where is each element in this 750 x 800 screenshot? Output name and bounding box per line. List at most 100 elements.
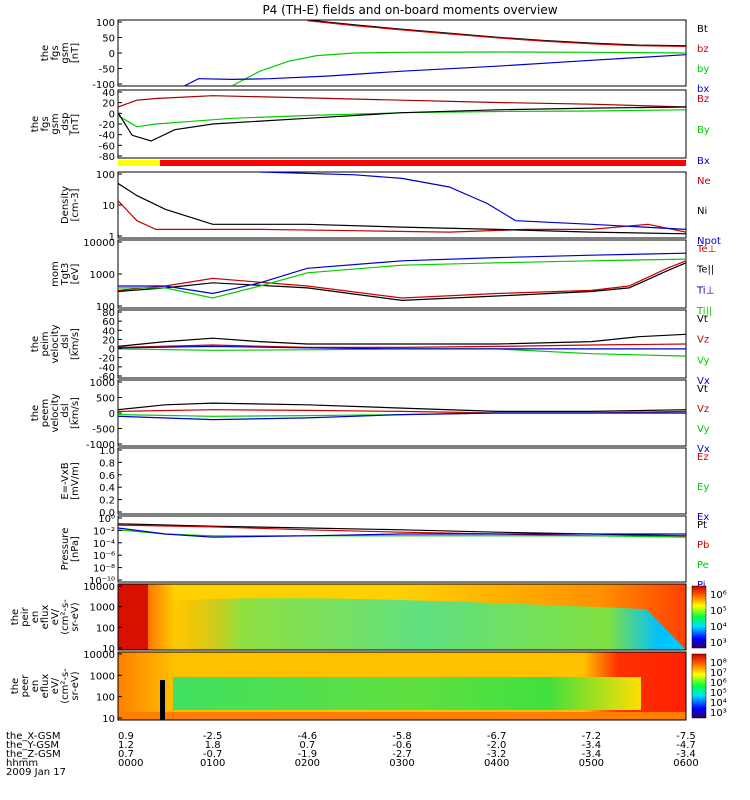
footer-value: 0.9: [118, 731, 134, 742]
colorbar-tick-label: 10³: [710, 708, 727, 719]
y-axis-label-line: [km/s]: [70, 328, 81, 360]
footer-row-label: the_Y-GSM: [6, 740, 59, 751]
y-axis-label: thepeerenefluxeV/(cm²-s-sr-eV): [10, 668, 81, 704]
series-line-Vx: [118, 345, 686, 350]
spectrogram-9: [118, 584, 686, 650]
series-line-Te||: [118, 262, 686, 302]
y-tick-label: 1000: [90, 270, 115, 281]
footer-value: -4.7: [676, 740, 696, 751]
y-axis-label-line: the: [30, 116, 41, 132]
y-axis-label-line: (cm²-s-: [60, 668, 71, 704]
y-axis-label-line: eflux: [40, 674, 51, 699]
footer-value: 0000: [118, 758, 143, 769]
series-line-Vt: [118, 402, 686, 412]
footer-value: -1.9: [298, 749, 318, 760]
y-tick-label: -100: [92, 80, 115, 91]
legend-Ez: Ez: [697, 452, 709, 463]
panel-4: Te⊥ Te|| Ti⊥ Ti|| 10000 1000 100 momTgt3[eV]: [50, 238, 716, 317]
y-axis-label-line: velocity: [50, 324, 61, 363]
footer-group: the_X-GSM 0.9 -2.5 -4.6 -5.8 -6.7 -7.2 -7.5 the_…: [6, 731, 699, 778]
series-line-Npot: [259, 172, 686, 230]
colorbar-tick-label: 10⁷: [710, 668, 727, 679]
colorbar-tick-label: 10⁸: [710, 658, 727, 669]
y-tick-label: -20: [99, 354, 115, 365]
y-tick-label: 10⁻⁸: [93, 564, 115, 575]
y-tick-label: 0.8: [99, 458, 115, 469]
series-line-Vz: [118, 343, 686, 348]
colorbar-tick-label: 10⁵: [710, 606, 727, 617]
y-axis-label: momTgt3[eV]: [50, 261, 81, 287]
y-tick-label: 0.0: [99, 508, 115, 519]
y-tick-label: 20: [102, 99, 115, 110]
series-line-Vt: [118, 333, 686, 347]
footer-value: -3.2: [487, 749, 507, 760]
y-axis-label-line: [mV/m]: [70, 462, 81, 500]
legend-Vy: Vy: [697, 355, 710, 366]
y-tick-label: 500: [96, 394, 115, 405]
series-line-Bt: [307, 20, 686, 47]
y-axis-label-line: the: [40, 45, 51, 61]
y-tick-label: 1000: [90, 671, 115, 682]
panel-9: 10⁶ 10⁵ 10⁴ 10³ 10000 1000 100 10 thepeireneflux…: [10, 582, 727, 655]
y-axis-label-line: fgs: [50, 45, 61, 60]
y-tick-label: -20: [99, 120, 115, 131]
series-line-Vy: [118, 348, 686, 357]
y-tick-label: 10⁻²: [93, 526, 115, 537]
y-axis-label-line: Tgt3: [60, 263, 71, 287]
y-tick-label: 80: [102, 308, 115, 319]
footer-value: 0400: [484, 758, 509, 769]
series-group: [118, 523, 686, 538]
footer-value: -7.2: [582, 731, 602, 742]
y-tick-label: 50: [102, 34, 115, 45]
y-axis-label-line: eV/: [50, 677, 61, 694]
y-axis-label-line: [nPa]: [70, 536, 81, 562]
y-tick-label: 0: [109, 49, 115, 60]
legend-By: By: [697, 125, 710, 136]
spectrogram-10: [118, 652, 686, 720]
y-axis-label-line: [nT]: [70, 43, 81, 63]
series-group: [118, 95, 686, 142]
y-axis-label-line: [cm-3]: [70, 188, 81, 221]
legend-Pb: Pb: [697, 540, 709, 551]
y-axis-label-line: peim: [40, 331, 51, 356]
colorbar-tick-label: 10⁴: [710, 698, 727, 709]
y-tick-label: 10: [102, 714, 115, 725]
colorbar-tick-label: 10⁶: [710, 678, 727, 689]
legend-Vx: Vx: [697, 444, 710, 455]
series-line-Bz: [118, 95, 686, 108]
footer-value: 0.7: [118, 749, 134, 760]
spectrogram-gap: [160, 680, 165, 720]
y-tick-label: -1000: [86, 440, 115, 451]
legend-Pt: Pt: [697, 520, 707, 531]
y-tick-label: 1000: [90, 603, 115, 614]
y-axis-label-line: (cm²-s-: [60, 599, 71, 635]
legend-Pe: Pe: [697, 560, 709, 571]
series-line-Ti||: [118, 258, 686, 299]
footer-row-label: the_X-GSM: [6, 731, 60, 742]
footer-value: -7.5: [676, 731, 696, 742]
panels-group: Btbzbybx100500-50-100thefgsgsm[nT]BzByBx…: [10, 18, 727, 725]
y-axis-label-line: peir: [20, 606, 31, 626]
footer-date: 2009 Jan 17: [6, 767, 66, 778]
colorbar-tick-label: 10⁵: [710, 688, 727, 699]
colorbar-tick-label: 10³: [710, 638, 727, 649]
footer-value: 1.2: [118, 740, 134, 751]
y-tick-label: 10: [102, 644, 115, 655]
y-axis-label-line: the: [30, 405, 41, 421]
series-group: [118, 402, 686, 421]
colorbar: [691, 653, 707, 719]
series-line-Ti⊥: [118, 252, 686, 295]
y-tick-label: 10⁻¹⁰: [89, 576, 115, 587]
y-axis-label-line: the: [30, 336, 41, 352]
spectrogram-low-band: [118, 712, 686, 720]
y-tick-label: -40: [99, 363, 115, 374]
y-axis-label-line: gsm: [50, 113, 61, 134]
series-group: [118, 333, 686, 357]
y-axis-label: Pressure[nPa]: [60, 528, 81, 571]
legend-Vt: Vt: [697, 384, 708, 395]
y-tick-label: -50: [99, 65, 115, 76]
y-tick-label: -500: [92, 425, 115, 436]
